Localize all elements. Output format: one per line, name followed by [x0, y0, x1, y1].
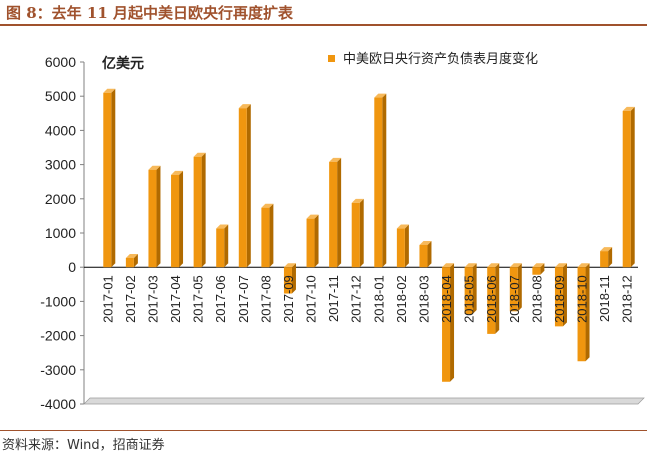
legend-label: 中美欧日央行资产负债表月度变化 — [343, 51, 538, 66]
x-tick-label: 2017-04 — [168, 275, 183, 323]
y-tick-label: 3000 — [45, 157, 76, 173]
legend-swatch — [328, 55, 335, 62]
x-tick-label: 2017-08 — [258, 275, 273, 323]
y-tick-label: 0 — [68, 259, 76, 275]
bar — [238, 104, 251, 268]
bar — [125, 253, 138, 268]
bar — [148, 165, 161, 268]
x-tick-label: 2018-04 — [439, 275, 454, 323]
y-tick-label: -2000 — [40, 328, 76, 344]
bar — [600, 247, 613, 268]
x-tick-label: 2018-09 — [552, 275, 567, 323]
x-tick-label: 2018-12 — [620, 275, 635, 323]
bar — [419, 240, 432, 268]
bar — [622, 106, 635, 268]
x-tick-label: 2018-01 — [371, 275, 386, 323]
plot-frame — [83, 62, 645, 405]
y-tick-label: 4000 — [45, 122, 76, 138]
bar — [329, 157, 342, 268]
x-tick-label: 2018-07 — [507, 275, 522, 323]
bars — [103, 88, 635, 382]
y-tick-label: 1000 — [45, 225, 76, 241]
bar — [374, 93, 387, 268]
y-unit-label: 亿美元 — [102, 55, 144, 71]
plot-floor — [83, 397, 645, 405]
y-tick-label: -3000 — [40, 362, 76, 378]
bar — [103, 88, 116, 268]
bar — [532, 263, 545, 275]
source-divider — [0, 430, 647, 431]
bar — [509, 263, 522, 312]
bar — [261, 203, 274, 268]
bar — [171, 170, 184, 268]
y-tick-label: 2000 — [45, 191, 76, 207]
x-tick-label: 2018-10 — [575, 275, 590, 323]
source-note: 资料来源：Wind，招商证券 — [2, 438, 165, 453]
x-tick-label: 2018-08 — [529, 275, 544, 323]
bar — [464, 263, 477, 315]
chart-title: 图 8：去年 11 月起中美日欧央行再度扩表 — [6, 4, 293, 22]
bar — [577, 263, 590, 362]
bar — [306, 214, 319, 268]
x-tick-label: 2017-05 — [191, 275, 206, 323]
title-divider — [0, 24, 647, 26]
x-tick-label: 2017-07 — [236, 275, 251, 323]
bar — [193, 152, 206, 268]
x-tick-label: 2018-02 — [394, 275, 409, 323]
y-tick-label: -4000 — [40, 396, 76, 412]
legend: 中美欧日央行资产负债表月度变化 — [328, 51, 538, 66]
x-tick-label: 2017-03 — [145, 275, 160, 323]
x-tick-label: 2018-11 — [597, 275, 612, 322]
x-tick-label: 2017-01 — [100, 275, 115, 323]
bar — [283, 263, 296, 294]
bar — [442, 263, 455, 382]
x-tick-label: 2018-03 — [416, 275, 431, 323]
bar — [554, 263, 567, 327]
x-axis-labels: 2017-01 2017-02 2017-03 2017-04 2017-05 2017-… — [100, 275, 634, 323]
x-tick-label: 2017-12 — [349, 275, 364, 323]
x-tick-label: 2017-06 — [213, 275, 228, 323]
x-tick-label: 2017-02 — [123, 275, 138, 323]
y-tick-label: 5000 — [45, 88, 76, 104]
x-tick-label: 2018-05 — [462, 275, 477, 323]
x-tick-label: 2017-10 — [304, 275, 319, 323]
bar — [396, 224, 409, 268]
bar — [216, 224, 229, 268]
x-tick-label: 2018-06 — [484, 275, 499, 323]
bar — [487, 263, 500, 334]
y-axis-labels: -4000 -3000 -2000 -1000 0 1000 2000 3000 4000 500… — [40, 54, 84, 412]
bar — [351, 198, 364, 268]
x-tick-label: 2017-09 — [281, 275, 296, 323]
y-tick-label: 6000 — [45, 54, 76, 70]
y-tick-label: -1000 — [40, 293, 76, 309]
x-tick-label: 2017-11 — [326, 275, 341, 322]
